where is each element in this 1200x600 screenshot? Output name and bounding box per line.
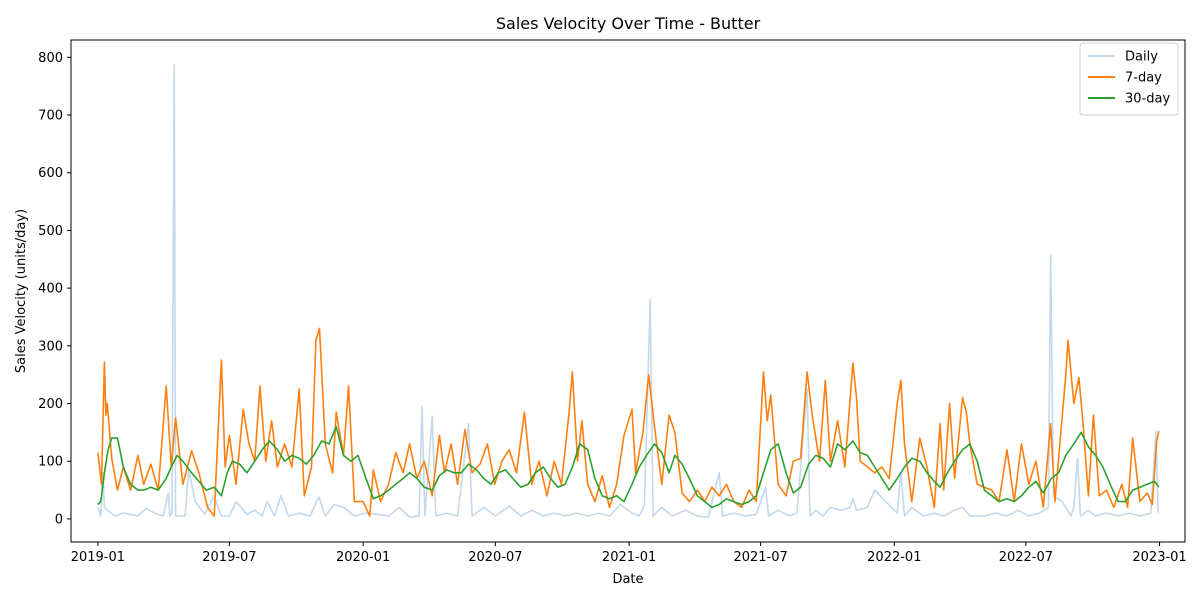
y-tick-label: 200 (38, 397, 63, 412)
x-tick-label: 2022-07 (999, 550, 1053, 565)
series-line-30-day (97, 425, 1160, 509)
series-line-7-day (97, 327, 1160, 517)
y-tick-label: 800 (38, 51, 63, 66)
x-tick-label: 2019-07 (202, 550, 256, 565)
x-tick-label: 2019-01 (71, 550, 125, 565)
y-tick-label: 100 (38, 455, 63, 470)
y-axis-title: Sales Velocity (units/day) (14, 209, 29, 373)
legend-label: 30-day (1125, 92, 1170, 107)
y-tick-label: 300 (38, 339, 63, 354)
x-tick-label: 2021-01 (602, 550, 656, 565)
y-tick-label: 600 (38, 166, 63, 181)
x-tick-label: 2022-01 (867, 550, 921, 565)
y-tick-label: 700 (38, 109, 63, 124)
x-tick-label: 2021-07 (733, 550, 787, 565)
x-axis: 2019-01 2019-07 2020-01 2020-07 2021-01 2021-… (71, 542, 1187, 565)
chart-title: Sales Velocity Over Time - Butter (496, 14, 761, 33)
x-tick-label: 2023-01 (1132, 550, 1186, 565)
y-tick-label: 400 (38, 282, 63, 297)
plot-lines (97, 64, 1160, 518)
x-tick-label: 2020-01 (336, 550, 390, 565)
y-tick-label: 0 (55, 512, 63, 527)
series-line-daily (97, 64, 1159, 518)
legend-label: 7-day (1125, 71, 1162, 86)
plot-frame (70, 39, 1186, 543)
x-axis-title: Date (612, 572, 643, 587)
y-tick-label: 500 (38, 224, 63, 239)
legend: Daily 7-day 30-day (1079, 42, 1179, 116)
x-tick-label: 2020-07 (468, 550, 522, 565)
y-axis: 0 100 200 300 400 500 600 700 800 (38, 51, 71, 527)
legend-label: Daily (1125, 50, 1158, 65)
